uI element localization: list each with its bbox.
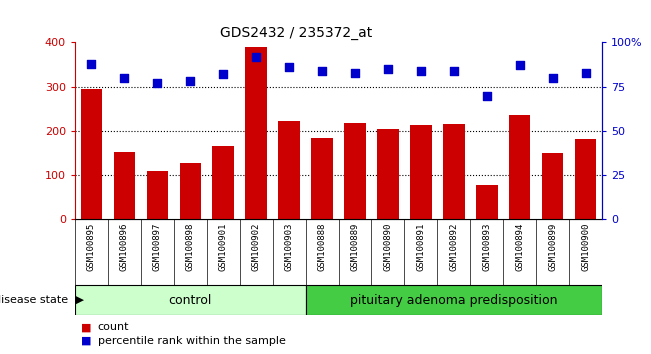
Text: GSM100896: GSM100896 <box>120 223 129 271</box>
Text: GSM100894: GSM100894 <box>516 223 524 271</box>
Point <box>86 61 96 67</box>
Point <box>449 68 459 74</box>
Point <box>152 80 163 86</box>
Bar <box>575 139 596 219</box>
Text: GSM100897: GSM100897 <box>153 223 161 271</box>
Bar <box>180 163 201 219</box>
Point <box>251 54 261 59</box>
Text: GSM100900: GSM100900 <box>581 223 590 271</box>
Text: GSM100899: GSM100899 <box>548 223 557 271</box>
Text: GSM100889: GSM100889 <box>350 223 359 271</box>
Text: pituitary adenoma predisposition: pituitary adenoma predisposition <box>350 293 558 307</box>
Text: GSM100890: GSM100890 <box>383 223 393 271</box>
Bar <box>542 153 564 219</box>
Point <box>581 70 591 75</box>
Bar <box>410 125 432 219</box>
Text: GSM100888: GSM100888 <box>318 223 327 271</box>
Point <box>350 70 360 75</box>
Bar <box>344 123 366 219</box>
Bar <box>113 152 135 219</box>
Point <box>218 72 229 77</box>
Bar <box>443 124 465 219</box>
Point <box>416 68 426 74</box>
Point <box>514 63 525 68</box>
Text: GSM100898: GSM100898 <box>186 223 195 271</box>
FancyBboxPatch shape <box>75 285 305 315</box>
Point <box>284 64 294 70</box>
Text: GSM100891: GSM100891 <box>417 223 425 271</box>
Text: ▶: ▶ <box>72 295 83 305</box>
Text: GSM100895: GSM100895 <box>87 223 96 271</box>
Text: ■: ■ <box>81 322 96 332</box>
Text: GSM100902: GSM100902 <box>252 223 260 271</box>
Bar <box>146 171 168 219</box>
Point <box>185 79 195 84</box>
Bar <box>311 138 333 219</box>
Text: control: control <box>169 293 212 307</box>
Text: ■: ■ <box>81 336 96 346</box>
Bar <box>212 147 234 219</box>
Bar <box>245 47 267 219</box>
Title: GDS2432 / 235372_at: GDS2432 / 235372_at <box>220 26 372 40</box>
Bar <box>279 121 300 219</box>
Point <box>383 66 393 72</box>
Point <box>119 75 130 81</box>
Point <box>317 68 327 74</box>
Bar <box>509 115 531 219</box>
Bar <box>377 129 398 219</box>
Bar <box>81 89 102 219</box>
Text: GSM100893: GSM100893 <box>482 223 492 271</box>
Text: GSM100901: GSM100901 <box>219 223 228 271</box>
Text: count: count <box>98 322 129 332</box>
Bar <box>476 185 497 219</box>
Text: disease state: disease state <box>0 295 68 305</box>
Text: GSM100892: GSM100892 <box>449 223 458 271</box>
Point <box>547 75 558 81</box>
Text: percentile rank within the sample: percentile rank within the sample <box>98 336 286 346</box>
FancyBboxPatch shape <box>305 285 602 315</box>
Text: GSM100903: GSM100903 <box>284 223 294 271</box>
Point <box>482 93 492 98</box>
